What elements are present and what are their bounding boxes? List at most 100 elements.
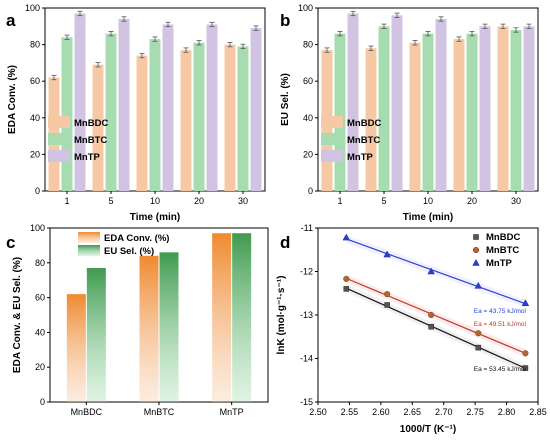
y-tick-label: 0 [35, 186, 40, 196]
bar-mnbdc [365, 48, 377, 192]
legend-label: MnBDC [347, 118, 381, 129]
bar-mnbtc [510, 29, 522, 192]
bar-mnbdc [180, 50, 192, 192]
panel-letter-a: a [6, 11, 16, 30]
y-tick-label: 40 [35, 327, 45, 337]
bar-mnbdc [224, 44, 236, 191]
legend-marker-triangle [472, 258, 480, 266]
bar-mnbdc [136, 55, 148, 191]
y-tick-label: 100 [25, 3, 40, 13]
y-tick-label: 20 [35, 362, 45, 372]
y-axis-label: EDA Conv. & EU Sel. (%) [12, 257, 23, 373]
y-tick-label: 100 [30, 223, 45, 233]
x-tick-label: 30 [511, 196, 521, 206]
y-tick-label: 80 [303, 40, 313, 50]
legend-label: EU Sel. (%) [104, 246, 154, 257]
x-tick-label: MnBDC [71, 407, 103, 417]
y-tick-label: -13 [300, 310, 313, 320]
bar-mnbtc [237, 46, 249, 192]
x-tick-label: MnBTC [144, 407, 175, 417]
y-tick-label: 60 [30, 76, 40, 86]
legend-label: EDA Conv. (%) [104, 233, 169, 244]
data-point-triangle [342, 233, 351, 241]
bar-mnbtc [193, 42, 205, 191]
y-tick-label: -14 [300, 354, 313, 364]
bar-mnbtc [334, 33, 346, 192]
x-tick-label: 1 [64, 196, 69, 206]
bar-mntp [479, 26, 491, 191]
data-point-circle [522, 350, 529, 357]
data-point-triangle [474, 281, 483, 289]
bar-mntp [391, 15, 403, 191]
bar-eu-sel- [86, 268, 106, 402]
legend-swatch [48, 133, 70, 145]
panel-letter-c: c [6, 233, 15, 252]
panel-c-catalyst-comparison-chart: 0 20 40 60 80 100 MnBDC MnBTC MnTP EDA Conv. & EU… [12, 223, 269, 417]
bar-mntp [206, 24, 218, 191]
panel-letter-b: b [280, 11, 290, 30]
bar-mnbtc [422, 33, 434, 192]
bar-mnbdc [409, 42, 421, 191]
bar-mnbtc [61, 37, 73, 191]
x-tick-label: 2.55 [341, 407, 359, 417]
y-tick-label: 80 [35, 258, 45, 268]
bar-mntp [74, 13, 86, 191]
x-tick-label: 2.75 [466, 407, 484, 417]
x-tick-label: 10 [423, 196, 433, 206]
panel-a-eda-conversion-chart: 0 20 40 60 80 100 1 5 10 20 30 EDA Conv. (%) Time (m… [7, 3, 266, 223]
x-axis-label: Time (min) [403, 212, 453, 223]
y-tick-label: 20 [30, 149, 40, 159]
bar-eu-sel- [232, 233, 252, 402]
x-tick-label: 2.50 [309, 407, 327, 417]
bar-mntp [250, 28, 262, 191]
y-axis-label: EDA Conv. (%) [7, 65, 18, 134]
bar-mnbdc [497, 26, 509, 191]
legend-swatch [321, 150, 343, 162]
bar-mnbtc [105, 33, 117, 192]
x-axis-label: 1000/T (K⁻¹) [400, 424, 456, 435]
x-axis-label: Time (min) [130, 212, 180, 223]
y-tick-label: 0 [40, 397, 45, 407]
x-tick-label: 2.65 [404, 407, 422, 417]
legend-label: MnBTC [486, 245, 519, 256]
bar-eda-conv- [139, 255, 159, 402]
panel-d-arrhenius-plot: -15 -14 -13 -12 -11 2.50 2.55 2.60 2.65 2.70 2.75 2… [276, 223, 547, 435]
bar-eu-sel- [159, 252, 179, 402]
y-tick-label: 0 [308, 186, 313, 196]
legend-label: MnTP [486, 258, 513, 269]
data-point-square [522, 365, 529, 371]
x-tick-label: 2.85 [529, 407, 547, 417]
x-tick-label: 5 [381, 196, 386, 206]
x-tick-label: 20 [467, 196, 477, 206]
panel-letter-d: d [280, 233, 290, 252]
y-tick-label: 60 [35, 293, 45, 303]
legend-label: MnBDC [486, 232, 520, 243]
activation-energy-annotation: Ea = 43.75 kJ/mol [474, 308, 527, 315]
legend-swatch [48, 150, 70, 162]
y-axis-label: lnK (mol·g⁻¹·s⁻¹) [276, 276, 287, 355]
bar-mntp [162, 24, 174, 191]
bar-mnbdc [453, 39, 465, 191]
bar-mnbtc [378, 26, 390, 191]
legend-swatch [78, 232, 100, 243]
data-point-square [475, 344, 482, 351]
x-tick-label: 2.60 [372, 407, 390, 417]
y-tick-label: -11 [301, 223, 313, 233]
fit-line [346, 277, 526, 354]
bar-mntp [435, 18, 447, 192]
data-point-triangle [383, 250, 391, 258]
legend-marker-square [473, 234, 479, 240]
legend-label: MnBDC [74, 118, 108, 129]
fit-line [346, 238, 526, 305]
legend-label: MnBTC [74, 135, 107, 146]
data-point-triangle [521, 299, 530, 307]
legend-swatch [78, 245, 100, 256]
legend-marker-circle [472, 246, 480, 254]
x-tick-label: 10 [150, 196, 160, 206]
data-point-circle [428, 311, 435, 319]
bar-eda-conv- [212, 233, 232, 402]
y-tick-label: -12 [300, 267, 313, 277]
y-tick-label: 80 [30, 40, 40, 50]
y-tick-label: 60 [303, 76, 313, 86]
panel-b-eu-selectivity-chart: 0 20 40 60 80 100 1 5 10 20 30 EU Sel. (%) Time (min… [280, 3, 539, 223]
